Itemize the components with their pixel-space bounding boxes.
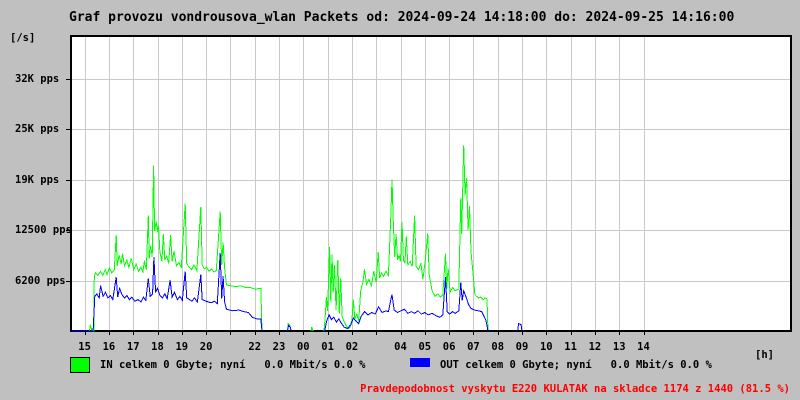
y-axis-unit-label: [/s] bbox=[10, 32, 36, 44]
legend-out-label: OUT celkem 0 Gbyte; nyní 0.0 Mbit/s 0.0 … bbox=[440, 359, 712, 371]
x-axis-label: 15 bbox=[78, 341, 91, 353]
x-axis-label: 01 bbox=[321, 341, 334, 353]
x-axis-label: 14 bbox=[637, 341, 650, 353]
x-axis-label: 18 bbox=[151, 341, 164, 353]
x-axis-label: 22 bbox=[248, 341, 262, 353]
x-axis-label: 09 bbox=[515, 341, 529, 353]
series-line-out bbox=[287, 324, 292, 332]
x-axis-label: 11 bbox=[564, 341, 577, 353]
legend-in-label: IN celkem 0 Gbyte; nyní 0.0 Mbit/s 0.0 % bbox=[100, 359, 366, 371]
y-axis-label: 6200 pps bbox=[15, 274, 66, 287]
x-axis-label: 07 bbox=[467, 341, 480, 353]
x-axis-unit-label: [h] bbox=[755, 349, 774, 361]
series-line-in bbox=[72, 165, 263, 332]
x-axis-label: 19 bbox=[175, 341, 189, 353]
x-axis-label: 02 bbox=[345, 341, 359, 353]
probability-status-text: Pravdepodobnost vyskytu E220 KULATAK na … bbox=[360, 383, 790, 395]
y-axis-label: 12500 pps bbox=[15, 224, 72, 237]
x-axis-label: 13 bbox=[612, 341, 626, 353]
y-axis-label: 25K pps bbox=[15, 123, 60, 136]
series-line-in bbox=[310, 326, 314, 332]
x-axis-label: 00 bbox=[296, 341, 310, 353]
series-line-in bbox=[323, 145, 489, 332]
x-axis-label: 20 bbox=[199, 341, 213, 353]
y-axis-label: 19K pps bbox=[15, 173, 60, 186]
plot-border bbox=[70, 35, 792, 332]
x-axis-label: 04 bbox=[394, 341, 407, 353]
x-axis-label: 08 bbox=[491, 341, 505, 353]
x-axis-label: 05 bbox=[418, 341, 432, 353]
series-line-out bbox=[517, 323, 523, 332]
legend-in-swatch bbox=[70, 357, 90, 373]
x-axis-label: 17 bbox=[126, 341, 140, 353]
series-line-out bbox=[72, 252, 263, 332]
x-axis-label: 23 bbox=[272, 341, 286, 353]
x-axis-label: 06 bbox=[442, 341, 456, 353]
series-line-out bbox=[324, 276, 489, 332]
x-axis-label: 10 bbox=[539, 341, 553, 353]
x-axis-label: 12 bbox=[588, 341, 602, 353]
y-axis-label: 32K pps bbox=[15, 73, 60, 85]
legend-out-swatch bbox=[410, 358, 430, 367]
graph-title: Graf provozu vondrousova_wlan Packets od… bbox=[69, 10, 735, 25]
x-axis-label: 16 bbox=[102, 341, 116, 353]
